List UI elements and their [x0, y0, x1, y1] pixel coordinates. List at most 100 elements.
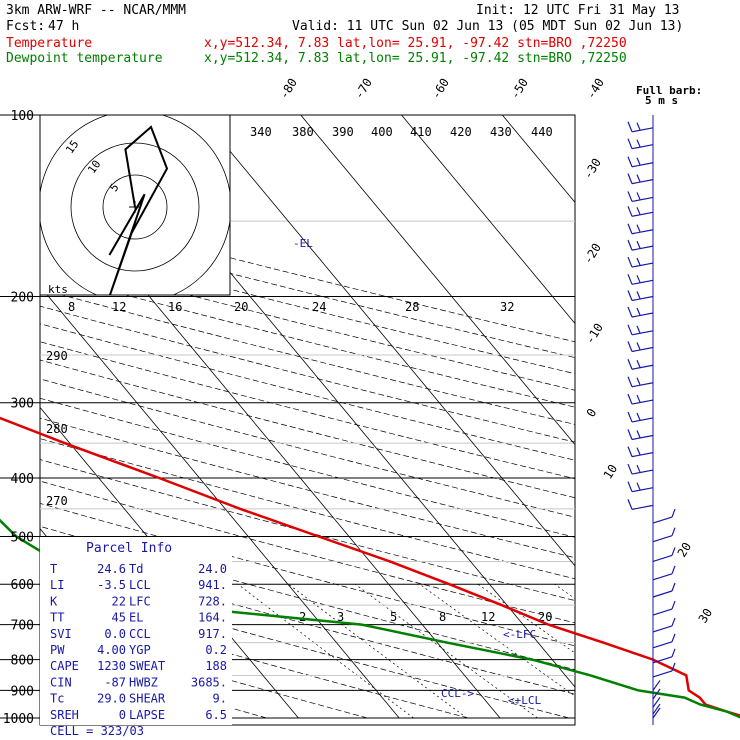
wind-barb: [652, 707, 661, 719]
mixing-ratio-labels: 8 12 16 20 24 28 322 3 5 8 12 20: [68, 300, 552, 624]
wind-barb: [652, 547, 676, 563]
wind-barb: [627, 481, 654, 493]
pressure-label: 700: [11, 619, 34, 634]
parcel-value: -87: [104, 675, 126, 689]
isotherm-label-right: 20: [675, 540, 695, 560]
mixing-ratio-label-upper: 8: [68, 300, 75, 314]
wind-barb: [627, 463, 654, 475]
mixing-ratio-label-lower: 5: [390, 610, 397, 624]
parcel-key: Td: [129, 562, 143, 576]
isotherm-label-top: -70: [352, 76, 375, 102]
theta-e-label: 440: [531, 125, 553, 139]
parcel-key: LI: [50, 578, 64, 592]
wind-barb: [627, 429, 654, 441]
model-title: 3km ARW-WRF -- NCAR/MMM: [6, 3, 186, 18]
parcel-value: 917.: [198, 627, 227, 641]
parcel-value: 9.: [213, 692, 227, 706]
wind-barb: [652, 703, 661, 715]
wind-barb: [627, 376, 654, 388]
wind-barb: [652, 633, 676, 649]
parcel-key: CAPE: [50, 659, 79, 673]
mixing-ratio-label-upper: 20: [234, 300, 248, 314]
level-label-lcl: <+LCL: [508, 694, 541, 707]
pressure-label: 200: [11, 291, 34, 306]
mixing-ratio-label-upper: 16: [168, 300, 182, 314]
wind-barb: [652, 582, 676, 598]
level-label-el: -EL: [293, 237, 313, 250]
wind-barb: [627, 306, 654, 318]
hodo-ring-10: 10: [85, 158, 103, 176]
dewpoint-location: x,y=512.34, 7.83 lat,lon= 25.91, -97.42 …: [204, 51, 627, 66]
mixing-ratio-label-lower: 2: [299, 610, 306, 624]
isotherm-label-top: -60: [429, 76, 452, 102]
parcel-key: SHEAR: [129, 692, 166, 706]
parcel-value: 0.2: [205, 643, 227, 657]
theta-e-labels: 340 380 390 400 410 420 430 440: [250, 125, 553, 139]
parcel-info-title: Parcel Info: [86, 541, 172, 556]
parcel-value: 4.00: [97, 643, 126, 657]
mixing-ratio-label-upper: 24: [312, 300, 326, 314]
parcel-key: LAPSE: [129, 708, 165, 722]
parcel-value: 6.5: [205, 708, 227, 722]
theta-e-label: 400: [371, 125, 393, 139]
mixing-ratio-line: [288, 583, 468, 719]
parcel-value: 24.0: [198, 562, 227, 576]
pressure-label: 100: [11, 109, 34, 124]
parcel-value: 164.: [198, 611, 227, 625]
pressure-label: 1000: [3, 712, 34, 727]
wind-barb: [652, 508, 676, 524]
hodograph-inset: 5 10 15 kts: [39, 114, 231, 296]
wind-barb: [627, 359, 654, 370]
wind-barb: [627, 121, 654, 133]
mixing-ratio-label-upper: 28: [405, 300, 419, 314]
parcel-key: TT: [50, 611, 64, 625]
parcel-key: CIN: [50, 675, 72, 689]
init-time: Init: 12 UTC Fri 31 May 13: [476, 3, 680, 18]
parcel-key: LCL: [129, 578, 151, 592]
isotherm-label-top: -40: [584, 76, 607, 102]
mixing-ratio-label-lower: 12: [481, 610, 495, 624]
valid-time: Valid: 11 UTC Sun 02 Jun 13 (05 MDT Sun …: [292, 19, 683, 34]
wind-barb-column: Full barb: 5 m s: [627, 84, 702, 725]
cell-motion: CELL = 323/03: [50, 724, 144, 738]
level-label-ccl: CCL->: [441, 687, 474, 700]
wind-barb: [627, 206, 654, 217]
parcel-key: YGP: [129, 643, 151, 657]
parcel-key: K: [50, 594, 58, 608]
wind-barb: [652, 648, 676, 664]
isotherm-label-right: 0: [584, 406, 600, 420]
wind-barb: [627, 173, 654, 185]
isotherm-label-top: -50: [508, 76, 531, 102]
isotherm-line: [300, 115, 575, 446]
parcel-value: 728.: [198, 594, 227, 608]
mixing-ratio-label-upper: 32: [500, 300, 514, 314]
isotherm-label-top: -80: [277, 76, 300, 102]
pressure-label: 600: [11, 578, 34, 593]
mixing-ratio-label-upper: 12: [112, 300, 126, 314]
temperature-location: x,y=512.34, 7.83 lat,lon= 25.91, -97.42 …: [204, 36, 627, 51]
parcel-key: HWBZ: [129, 675, 158, 689]
wind-barb: [627, 138, 654, 150]
hodograph-trace: [108, 125, 169, 295]
wind-barb: [627, 239, 654, 251]
pressure-labels: 100 200 300 400 500 600 700 800 900 1000: [3, 109, 34, 727]
forecast-label: Fcst:: [6, 19, 45, 34]
parcel-value: 0.0: [104, 627, 126, 641]
hodo-units: kts: [48, 283, 68, 296]
parcel-info-box: Parcel Info T 24.6 Td 24.0LI -3.5 LCL 941.K 22 L…: [40, 537, 232, 738]
theta-e-label: 340: [250, 125, 272, 139]
wind-barb: [652, 696, 661, 708]
parcel-key: SREH: [50, 708, 79, 722]
parcel-key: T: [50, 562, 57, 576]
theta-e-label: 390: [332, 125, 354, 139]
theta-label: 280: [46, 422, 68, 436]
wind-barb: [627, 191, 654, 203]
wind-barb: [652, 680, 661, 691]
parcel-key: LFC: [129, 594, 151, 608]
parcel-key: SWEAT: [129, 659, 165, 673]
parcel-value: 29.0: [97, 692, 126, 706]
wind-barb: [627, 341, 654, 353]
wind-barb: [627, 274, 654, 285]
